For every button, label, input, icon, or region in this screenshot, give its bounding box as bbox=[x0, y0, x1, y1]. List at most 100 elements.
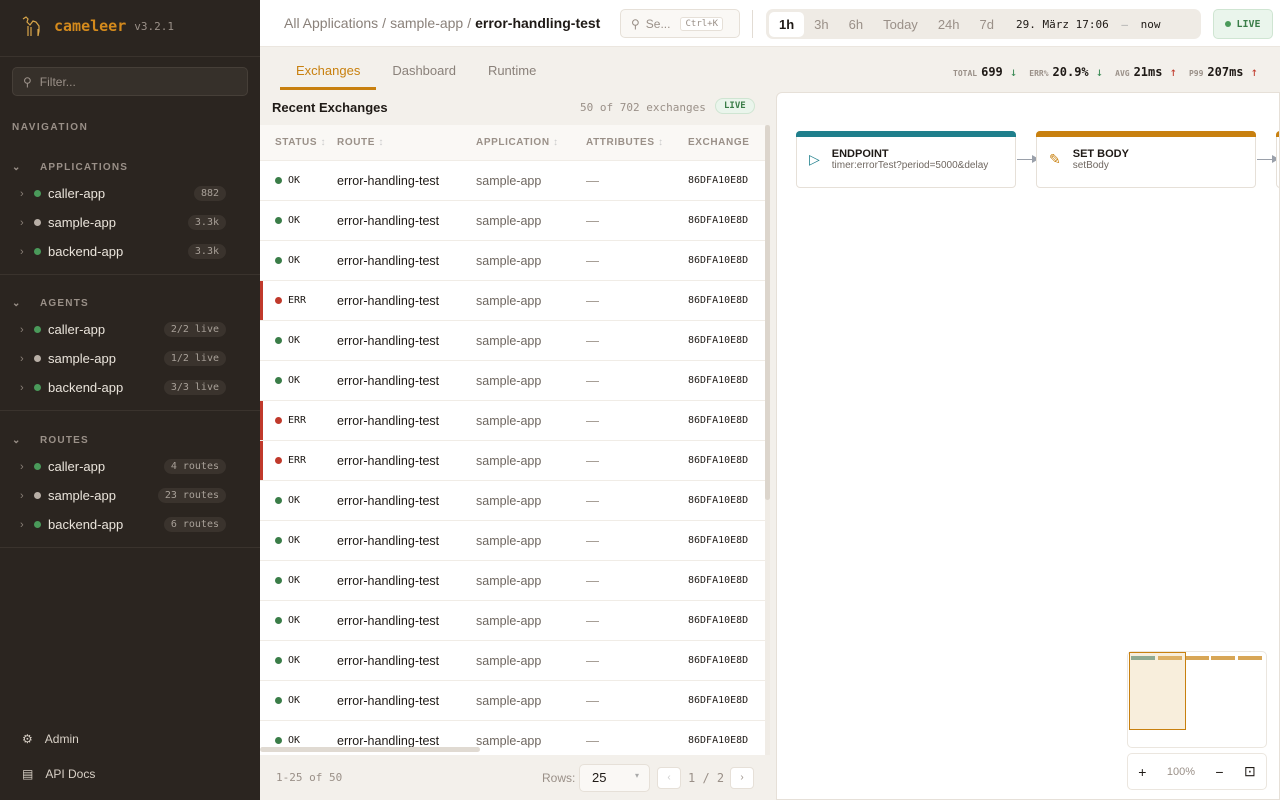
column-header-attributes[interactable]: ATTRIBUTES ↕ bbox=[586, 137, 664, 148]
status-cell: OK bbox=[260, 175, 337, 186]
sidebar-item[interactable]: › sample-app 3.3k bbox=[0, 208, 260, 237]
status-dot bbox=[34, 521, 41, 528]
status-cell: ERR bbox=[260, 455, 337, 466]
section-header[interactable]: ⌄ ROUTES bbox=[0, 428, 260, 452]
table-row[interactable]: OK error-handling-test sample-app — 86DFA10E… bbox=[260, 720, 765, 755]
fit-view-button[interactable]: ⊡ bbox=[1244, 763, 1256, 779]
search-icon: ⚲ bbox=[23, 74, 32, 89]
section-header[interactable]: ⌄ AGENTS bbox=[0, 291, 260, 315]
sidebar-item[interactable]: › sample-app 23 routes bbox=[0, 481, 260, 510]
sidebar-item[interactable]: › caller-app 2/2 live bbox=[0, 315, 260, 344]
tab-runtime[interactable]: Runtime bbox=[487, 63, 537, 78]
page-indicator: 1 / 2 bbox=[688, 770, 725, 785]
time-range-3h[interactable]: 3h bbox=[814, 16, 829, 32]
sidebar-item[interactable]: › backend-app 3.3k bbox=[0, 237, 260, 266]
time-range-1h[interactable]: 1h bbox=[769, 11, 805, 37]
zoom-controls: + 100% − ⊡ bbox=[1127, 753, 1267, 790]
column-header-route[interactable]: ROUTE ↕ bbox=[337, 137, 384, 148]
table-row[interactable]: OK error-handling-test sample-app — 86DFA10E… bbox=[260, 360, 765, 400]
table-row[interactable]: ERR error-handling-test sample-app — 86DFA10… bbox=[260, 440, 765, 480]
count-badge: 3.3k bbox=[187, 215, 226, 230]
application-cell: sample-app bbox=[476, 453, 542, 468]
table-row[interactable]: OK error-handling-test sample-app — 86DFA10E… bbox=[260, 520, 765, 560]
logo[interactable]: cameleer v3.2.1 bbox=[20, 14, 174, 38]
sidebar-api-docs[interactable]: ▤ API Docs bbox=[22, 767, 96, 781]
zoom-in-button[interactable]: + bbox=[1138, 763, 1147, 780]
chevron-down-icon: ⌄ bbox=[12, 161, 22, 173]
attributes-cell: — bbox=[586, 613, 599, 628]
tab-dashboard[interactable]: Dashboard bbox=[392, 63, 456, 78]
app-name: cameleer bbox=[54, 17, 127, 35]
column-header-status[interactable]: STATUS ↕ bbox=[275, 137, 327, 148]
zoom-out-button[interactable]: − bbox=[1215, 763, 1224, 780]
table-row[interactable]: OK error-handling-test sample-app — 86DFA10E… bbox=[260, 640, 765, 680]
pencil-icon: ✎ bbox=[1049, 151, 1061, 167]
exchange-id-cell: 86DFA10E8D bbox=[688, 575, 749, 586]
exchange-id-cell: 86DFA10E8D bbox=[688, 255, 749, 266]
table-row[interactable]: OK error-handling-test sample-app — 86DFA10E… bbox=[260, 480, 765, 520]
diagram-node-next[interactable] bbox=[1276, 131, 1279, 188]
route-cell: error-handling-test bbox=[337, 733, 440, 748]
chevron-right-icon: › bbox=[20, 381, 24, 394]
live-toggle[interactable]: LIVE bbox=[1213, 9, 1273, 39]
search-button[interactable]: ⚲ Se... Ctrl+K bbox=[620, 9, 740, 38]
application-cell: sample-app bbox=[476, 693, 542, 708]
table-row[interactable]: OK error-handling-test sample-app — 86DFA10E… bbox=[260, 680, 765, 720]
count-badge: 6 routes bbox=[163, 517, 226, 532]
diagram-node-endpoint[interactable]: ▷ ENDPOINT timer:errorTest?period=5000&de… bbox=[796, 131, 1016, 188]
minimap[interactable] bbox=[1127, 651, 1267, 748]
table-row[interactable]: OK error-handling-test sample-app — 86DFA10E… bbox=[260, 600, 765, 640]
diagram-node-set-body[interactable]: ✎ SET BODY setBody bbox=[1036, 131, 1256, 188]
next-page-button[interactable]: › bbox=[730, 767, 754, 789]
sidebar-item[interactable]: › caller-app 4 routes bbox=[0, 452, 260, 481]
breadcrumb-root[interactable]: All Applications bbox=[284, 15, 379, 31]
flow-arrow bbox=[1017, 155, 1039, 163]
sidebar-item[interactable]: › backend-app 3/3 live bbox=[0, 373, 260, 402]
table-row[interactable]: ERR error-handling-test sample-app — 86DFA10… bbox=[260, 400, 765, 440]
route-cell: error-handling-test bbox=[337, 533, 440, 548]
column-header-exchange[interactable]: EXCHANGE bbox=[688, 137, 750, 148]
count-badge: 3/3 live bbox=[163, 380, 226, 395]
time-range-today[interactable]: Today bbox=[883, 16, 918, 32]
table-row[interactable]: OK error-handling-test sample-app — 86DFA10E… bbox=[260, 320, 765, 360]
time-range-display[interactable]: 29. März 17:06 — now bbox=[1015, 17, 1161, 31]
status-cell: OK bbox=[260, 375, 337, 386]
vertical-scrollbar[interactable] bbox=[765, 125, 770, 755]
application-cell: sample-app bbox=[476, 373, 542, 388]
breadcrumb-app[interactable]: sample-app bbox=[390, 15, 464, 31]
section-header[interactable]: ⌄ APPLICATIONS bbox=[0, 155, 260, 179]
live-badge: LIVE bbox=[715, 98, 755, 114]
minimap-viewport[interactable] bbox=[1129, 652, 1186, 730]
time-range-7d[interactable]: 7d bbox=[979, 16, 994, 32]
sidebar-item[interactable]: › backend-app 6 routes bbox=[0, 510, 260, 539]
time-range-24h[interactable]: 24h bbox=[937, 16, 960, 32]
sidebar-admin[interactable]: ⚙ Admin bbox=[22, 732, 79, 746]
route-diagram: ▷ ENDPOINT timer:errorTest?period=5000&de… bbox=[776, 92, 1280, 800]
table-row[interactable]: ERR error-handling-test sample-app — 86DFA10… bbox=[260, 280, 765, 320]
table-row[interactable]: OK error-handling-test sample-app — 86DFA10E… bbox=[260, 240, 765, 280]
filter-input[interactable]: ⚲ Filter... bbox=[12, 67, 248, 96]
table-row[interactable]: OK error-handling-test sample-app — 86DFA10E… bbox=[260, 160, 765, 200]
route-cell: error-handling-test bbox=[337, 173, 440, 188]
column-header-application[interactable]: APPLICATION ↕ bbox=[476, 137, 559, 148]
route-cell: error-handling-test bbox=[337, 253, 440, 268]
time-range-6h[interactable]: 6h bbox=[848, 16, 864, 32]
exchange-id-cell: 86DFA10E8D bbox=[688, 735, 749, 746]
sidebar-section-applications: ⌄ APPLICATIONS › caller-app 882 › sample-app 3.… bbox=[0, 155, 260, 266]
sidebar-item[interactable]: › caller-app 882 bbox=[0, 179, 260, 208]
time-range: 1h 3h 6h Today 24h 7d 29. März 17:06 — now bbox=[766, 9, 1201, 39]
sidebar-item[interactable]: › sample-app 1/2 live bbox=[0, 344, 260, 373]
status-cell: OK bbox=[260, 735, 337, 746]
exchange-id-cell: 86DFA10E8D bbox=[688, 615, 749, 626]
horizontal-scrollbar[interactable] bbox=[260, 747, 480, 752]
kpi-strip: TOTAL 699 ↓ ERR% 20.9% ↓ AVG 21ms ↑ P99 207m… bbox=[953, 65, 1258, 79]
rows-per-page-select[interactable]: 25 ▾ bbox=[579, 764, 650, 792]
tab-exchanges[interactable]: Exchanges bbox=[280, 47, 377, 90]
table-row[interactable]: OK error-handling-test sample-app — 86DFA10E… bbox=[260, 560, 765, 600]
prev-page-button[interactable]: ‹ bbox=[657, 767, 681, 789]
table-row[interactable]: OK error-handling-test sample-app — 86DFA10E… bbox=[260, 200, 765, 240]
route-cell: error-handling-test bbox=[337, 373, 440, 388]
status-dot bbox=[34, 355, 41, 362]
attributes-cell: — bbox=[586, 573, 599, 588]
application-cell: sample-app bbox=[476, 533, 542, 548]
